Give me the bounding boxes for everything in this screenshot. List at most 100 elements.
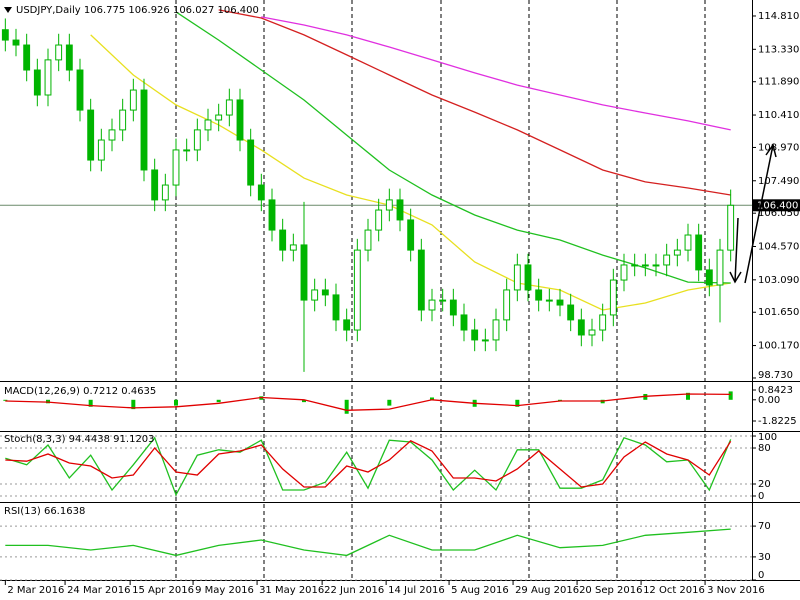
candle-body (289, 244, 297, 251)
candle-body (631, 264, 639, 267)
candle-body (535, 289, 543, 301)
y-tick-label: 100.170 (758, 341, 799, 352)
candle-body (44, 59, 52, 96)
candle-body (332, 294, 340, 321)
x-tick-label: 20 Sep 2016 (579, 585, 642, 596)
y-tick-label: 104.570 (758, 242, 799, 253)
candle-body (364, 229, 372, 251)
candle-body (236, 99, 244, 141)
y-tick-label: 108.970 (758, 142, 799, 153)
candle-body (524, 264, 532, 291)
candle-body (481, 339, 489, 342)
y-tick-label: 80 (758, 443, 771, 454)
candle-body (503, 289, 511, 321)
moving-average (218, 9, 731, 196)
x-tick-label: 29 Aug 2016 (515, 585, 579, 596)
candle-body (204, 119, 212, 131)
candle-body (471, 329, 479, 341)
arrow (744, 144, 774, 284)
candle-body (727, 204, 735, 251)
y-tick-label: 0.00 (758, 395, 780, 406)
candle-body (247, 139, 255, 186)
menu-icon (4, 7, 12, 13)
macd-bar (387, 399, 392, 406)
macd-bar (88, 399, 93, 407)
candle-body (23, 44, 31, 71)
x-tick-label: 24 Mar 2016 (67, 585, 130, 596)
candle-body (396, 199, 404, 221)
macd-bar (174, 399, 178, 406)
candle-body (716, 249, 724, 286)
indicator-line (5, 528, 731, 557)
candle-body (321, 289, 329, 296)
candle-body (55, 44, 63, 61)
candle-body (76, 69, 84, 111)
current-price-label: 106.400 (757, 200, 798, 211)
candle-body (460, 314, 468, 331)
candle-body (193, 129, 201, 151)
y-tick-label: 30 (758, 552, 771, 563)
candle-body (183, 149, 191, 152)
candle-body (609, 279, 617, 316)
macd-bar (430, 397, 434, 400)
candle-body (684, 234, 692, 251)
candle-body (375, 209, 383, 231)
candle-body (599, 314, 607, 331)
candle-body (673, 249, 681, 256)
macd-bar (515, 399, 520, 407)
candle-body (172, 149, 180, 186)
candle-body (33, 69, 41, 96)
macd-bar (728, 391, 733, 400)
y-tick-label: 98.730 (758, 370, 793, 381)
macd-bar (3, 399, 8, 401)
candle-body (449, 299, 457, 316)
y-tick-label: 114.810 (758, 11, 799, 22)
y-tick-label: 0 (758, 491, 764, 502)
indicator-title: RSI(13) 66.1638 (4, 506, 85, 517)
y-tick-label: 101.650 (758, 307, 799, 318)
candle-body (65, 44, 73, 71)
candle-body (268, 199, 276, 231)
x-tick-label: 3 Nov 2016 (707, 585, 765, 596)
macd-bar (558, 399, 562, 401)
y-tick-label: 113.330 (758, 44, 799, 55)
candle-body (577, 319, 585, 336)
moving-average (261, 16, 731, 131)
candle-body (87, 109, 95, 161)
x-tick-label: 12 Oct 2016 (643, 585, 705, 596)
candle-body (407, 219, 415, 251)
indicator-title: Stoch(8,3,3) 94.4438 91.1203 (4, 434, 155, 445)
macd-bar (131, 399, 136, 410)
candle-body (545, 299, 553, 302)
y-tick-label: 103.090 (758, 275, 799, 286)
current-price-box (753, 199, 800, 212)
candle-body (215, 114, 223, 121)
candle-body (257, 184, 265, 201)
y-tick-label: 70 (758, 521, 771, 532)
x-tick-label: 22 Jun 2016 (324, 585, 384, 596)
x-tick-label: 15 Apr 2016 (132, 585, 194, 596)
y-tick-label: 106.050 (758, 208, 799, 219)
candle-body (695, 234, 703, 271)
x-tick-label: 9 May 2016 (195, 585, 254, 596)
candle-body (513, 264, 521, 291)
y-tick-label: 20 (758, 479, 771, 490)
chart-title: USDJPY,Daily 106.775 106.926 106.027 106… (16, 5, 259, 16)
candle-body (705, 269, 713, 286)
arrow (734, 217, 739, 283)
macd-bar (302, 399, 306, 403)
candle-body (300, 244, 308, 301)
plot: 114.810 113.330 111.890 110.410 108.970 107.4… (0, 9, 800, 596)
candle-body (311, 289, 319, 301)
x-tick-label: 5 Aug 2016 (451, 585, 509, 596)
candle-body (641, 264, 649, 267)
indicator-title: MACD(12,26,9) 0.7212 0.4635 (4, 386, 156, 397)
candle-body (151, 169, 159, 201)
macd-bar (216, 399, 221, 403)
candle-body (492, 319, 500, 341)
macd-bar (344, 399, 349, 414)
indicator-line (5, 436, 732, 497)
y-tick-label: 107.490 (758, 176, 799, 187)
